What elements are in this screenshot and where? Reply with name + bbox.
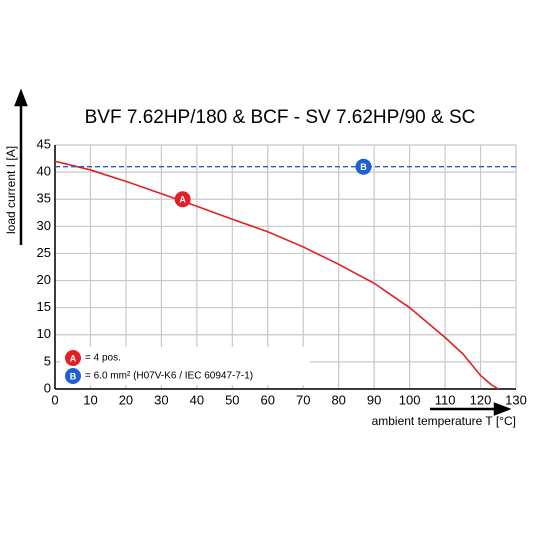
x-tick-label: 30 (154, 392, 168, 407)
x-tick-label: 80 (331, 392, 345, 407)
y-tick-label: 5 (44, 353, 51, 368)
marker-letter: A (179, 195, 186, 205)
x-tick-label: 120 (470, 392, 492, 407)
marker-letter: B (70, 371, 77, 381)
x-tick-label: 40 (190, 392, 204, 407)
y-arrow (14, 88, 28, 245)
x-tick-label: 0 (51, 392, 58, 407)
x-tick-label: 100 (399, 392, 421, 407)
chart-title: BVF 7.62HP/180 & BCF - SV 7.62HP/90 & SC (85, 107, 476, 128)
x-tick-label: 10 (83, 392, 97, 407)
marker-letter: B (360, 162, 367, 172)
marker-letter: A (70, 353, 77, 363)
y-tick-label: 25 (37, 245, 51, 260)
legend-text: = 4 pos. (85, 353, 121, 364)
y-axis-label: load current I [A] (4, 146, 18, 234)
legend-text: = 6.0 mm² (H07V-K6 / IEC 60947-7-1) (85, 371, 253, 382)
x-tick-label: 20 (119, 392, 133, 407)
y-tick-label: 35 (37, 191, 51, 206)
series-line (54, 160, 499, 390)
x-tick-label: 50 (225, 392, 239, 407)
y-tick-label: 15 (37, 299, 51, 314)
legend-marker (65, 350, 81, 366)
x-tick-label: 130 (505, 392, 527, 407)
series-marker (355, 158, 372, 175)
y-tick-label: 0 (44, 380, 51, 395)
x-tick-label: 110 (435, 392, 456, 407)
x-tick-label: 70 (296, 392, 310, 407)
y-tick-label: 10 (37, 326, 51, 341)
legend-box (60, 347, 310, 385)
y-tick-label: 30 (37, 218, 51, 233)
y-tick-label: 40 (37, 164, 51, 179)
y-tick-label: 20 (37, 272, 51, 287)
legend-marker (65, 368, 81, 384)
x-arrow (430, 402, 512, 416)
y-tick-label: 45 (37, 136, 51, 151)
x-tick-label: 60 (261, 392, 275, 407)
series-marker (174, 191, 191, 208)
x-axis-label: ambient temperature T [°C] (372, 414, 516, 428)
x-tick-label: 90 (367, 392, 381, 407)
